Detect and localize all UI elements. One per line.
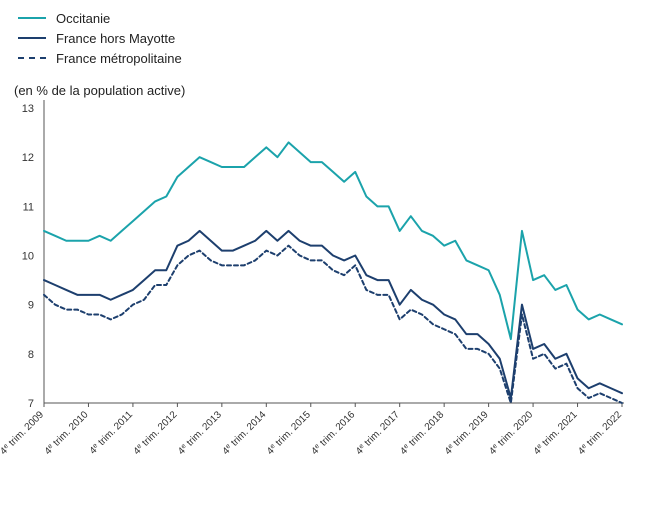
x-tick-label: 4e trim. 2017 (354, 409, 403, 458)
x-tick-label: 4e trim. 2010 (42, 409, 91, 458)
y-tick-label: 12 (22, 152, 34, 164)
x-tick-label: 4e trim. 2015 (265, 409, 314, 458)
legend-swatch-france-metropolitaine (18, 57, 46, 59)
y-tick-label: 9 (28, 300, 34, 312)
x-tick-label: 4e trim. 2019 (442, 409, 491, 458)
x-tick-label: 4e trim. 2012 (131, 409, 180, 458)
y-tick-label: 11 (23, 201, 34, 213)
legend-label-occitanie: Occitanie (56, 10, 111, 26)
x-tick-label: 4e trim. 2009 (0, 409, 46, 458)
y-tick-label: 13 (22, 103, 34, 115)
x-tick-label: 4e trim. 2018 (398, 409, 447, 458)
x-tick-label: 4e trim. 2011 (87, 409, 135, 457)
x-tick-label: 4e trim. 2016 (309, 409, 358, 458)
y-tick-label: 8 (28, 349, 34, 361)
y-axis-unit-label: (en % de la population active) (14, 83, 186, 98)
legend-swatch-occitanie (18, 17, 46, 19)
y-tick-label: 7 (28, 398, 34, 410)
legend: Occitanie France hors Mayotte France mét… (18, 8, 182, 68)
legend-item-france-metropolitaine: France métropolitaine (18, 48, 182, 68)
legend-item-france-hors-mayotte: France hors Mayotte (18, 28, 182, 48)
legend-label-france-hors-mayotte: France hors Mayotte (56, 30, 176, 46)
series-line-france-hors-mayotte (43, 229, 623, 400)
x-tick-label: 4e trim. 2013 (176, 409, 225, 458)
legend-item-occitanie: Occitanie (18, 8, 182, 28)
y-tick-label: 10 (22, 251, 34, 263)
x-tick-label: 4e trim. 2014 (220, 409, 269, 458)
x-tick-label: 4e trim. 2022 (576, 409, 625, 458)
series-line-occitanie (43, 141, 623, 341)
x-tick-label: 4e trim. 2021 (531, 409, 580, 458)
series-line-france-metropolitaine (43, 244, 623, 404)
legend-swatch-france-hors-mayotte (18, 37, 46, 39)
x-tick-label: 4e trim. 2020 (487, 409, 536, 458)
legend-label-france-metropolitaine: France métropolitaine (56, 50, 182, 66)
